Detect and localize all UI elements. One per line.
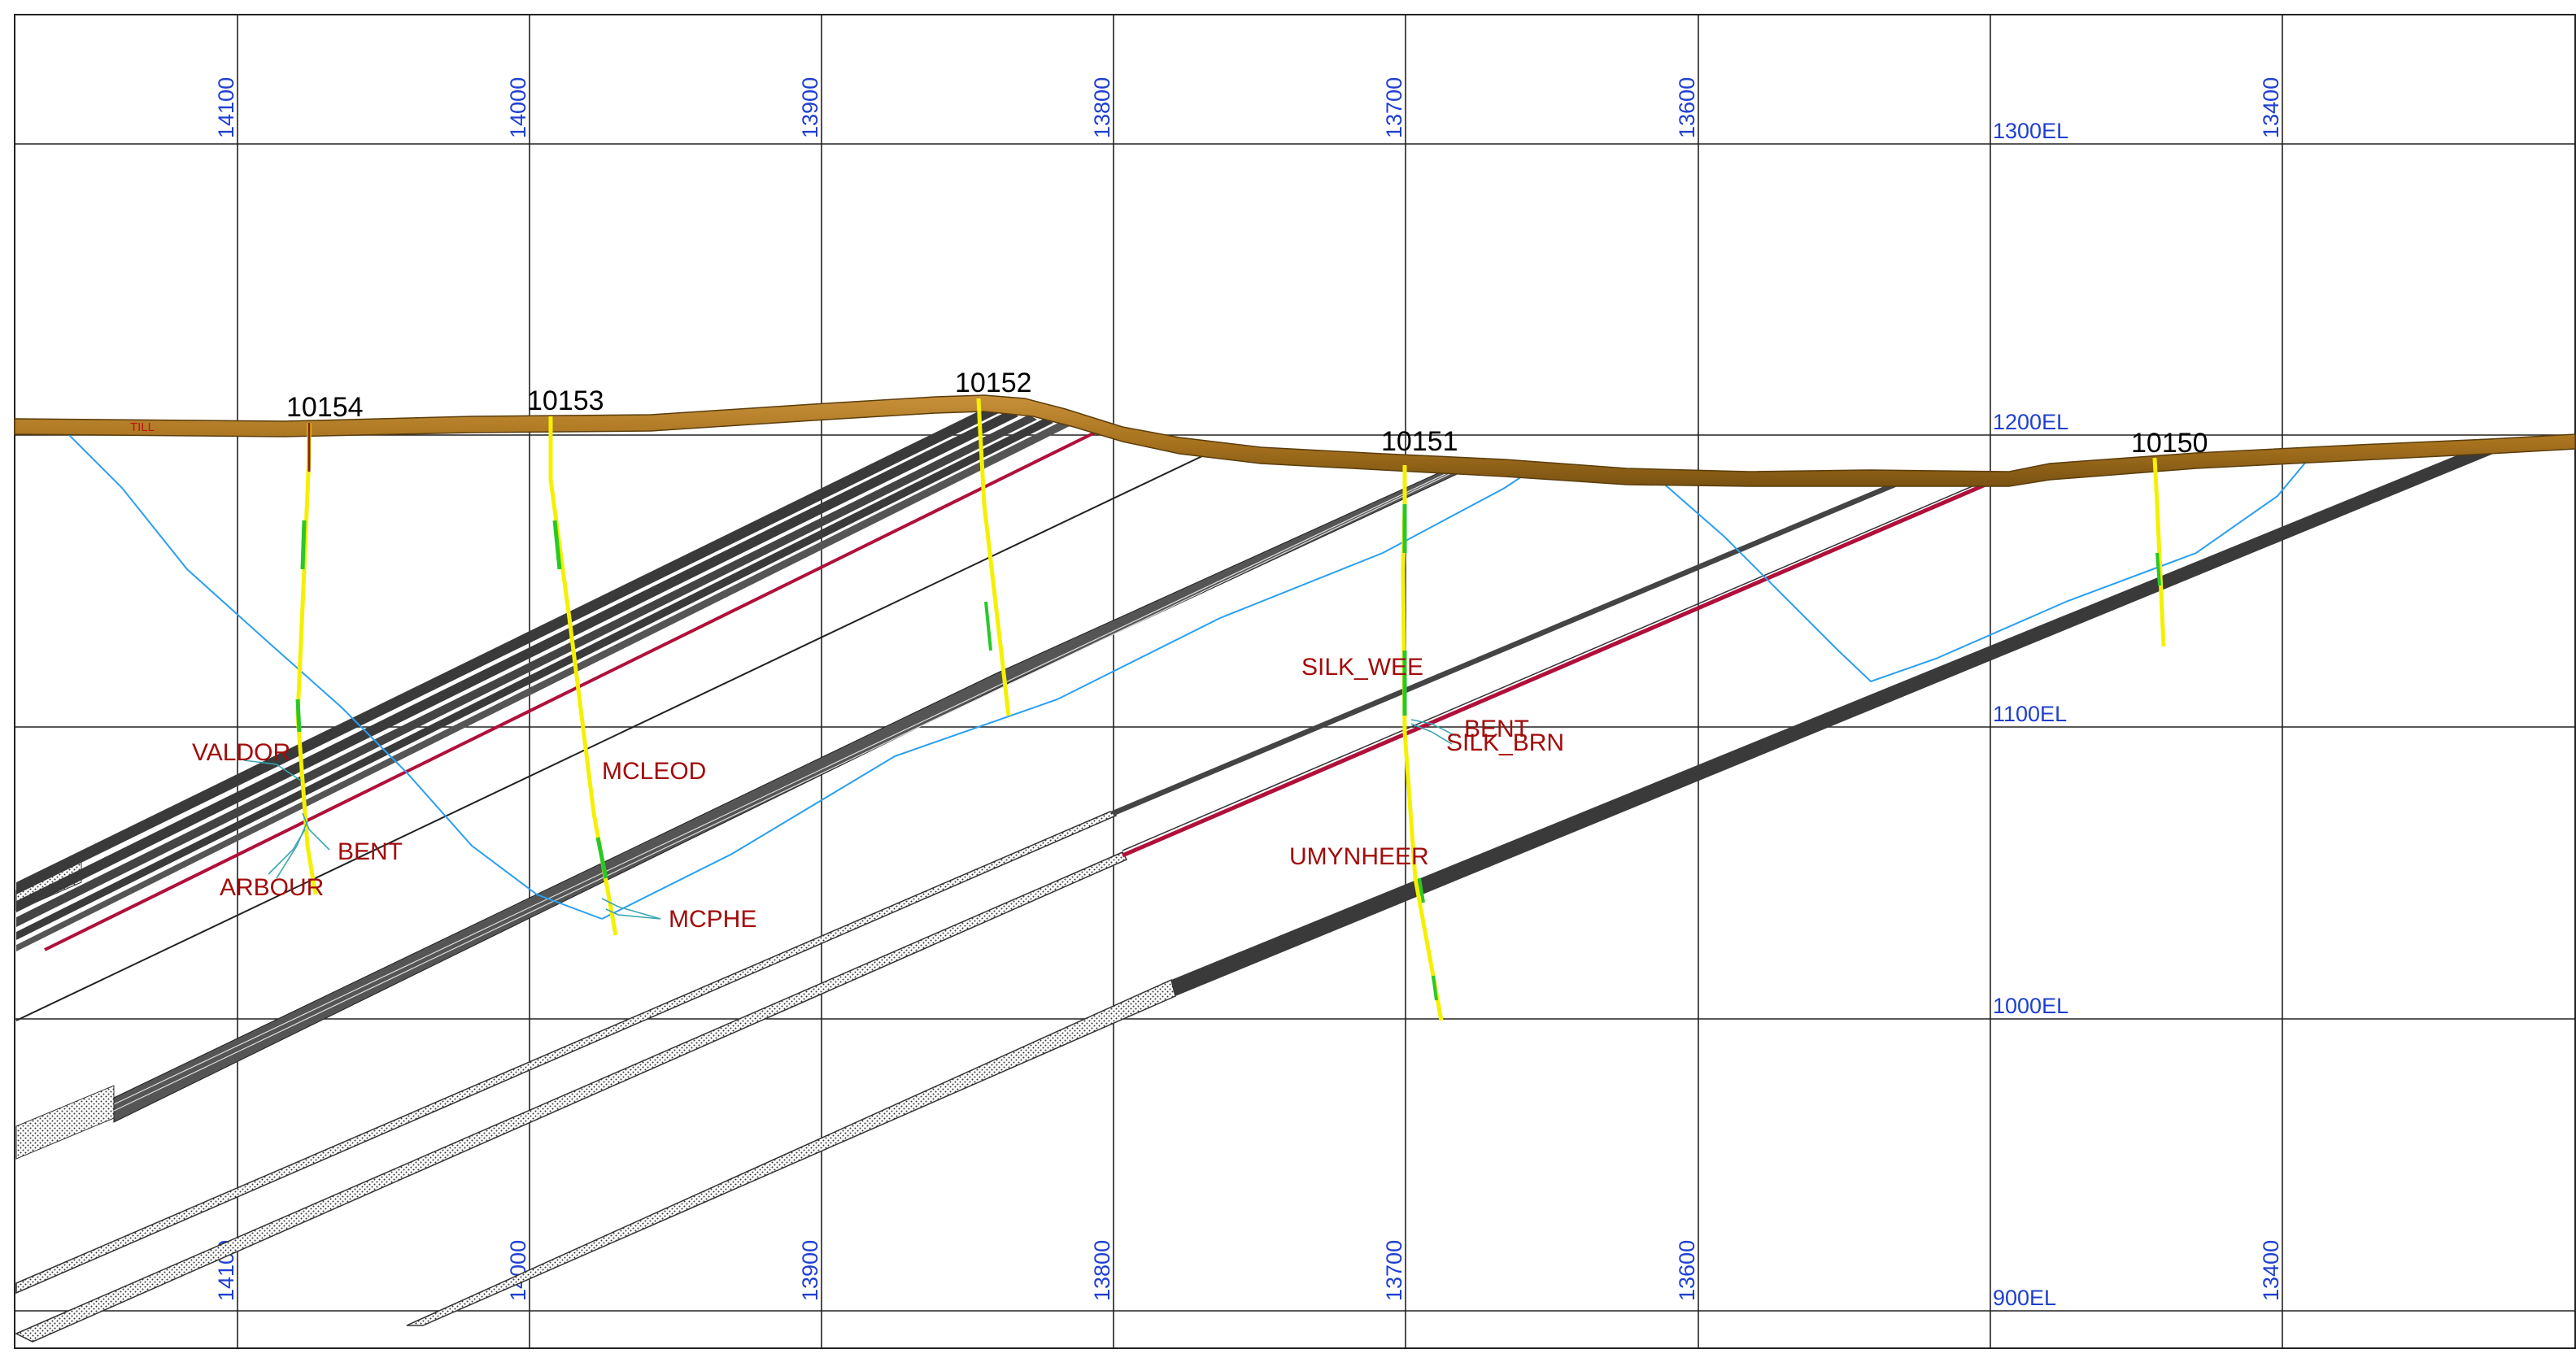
stippled-zone (15, 1085, 115, 1160)
elevation-label: 1000EL (1993, 994, 2068, 1018)
unit-label-silk-brn: SILK_BRN (1446, 729, 1564, 756)
northing-label: 13700 (1382, 1240, 1406, 1301)
stippled-zone (15, 811, 1118, 1295)
unit-label-mcphe: MCPHE (669, 906, 756, 933)
till-label: TILL (130, 420, 155, 434)
northing-label: 13700 (1382, 77, 1406, 138)
vein-band (16, 407, 999, 894)
leader-lines (243, 719, 1457, 920)
section-frame (14, 14, 2576, 1349)
unit-label-valdor: VALDOR (192, 739, 290, 766)
contact-line (56, 422, 603, 920)
drillhole-trace (1401, 465, 1444, 1021)
drillhole-id: 10150 (2131, 428, 2208, 459)
unit-label-silk-wee: SILK_WEE (1301, 654, 1423, 681)
drillhole-traces (295, 398, 2166, 1021)
drillhole-id: 10151 (1381, 426, 1458, 457)
stippled-zone (406, 978, 1176, 1326)
elevation-label: 1200EL (1993, 410, 2068, 434)
northing-label: 13800 (1090, 77, 1114, 138)
unit-label-bent: BENT (1464, 716, 1529, 742)
northing-label: 13600 (1675, 1240, 1699, 1301)
drillhole-ids: 10154 10153 10152 10151 10150 (286, 368, 2208, 459)
unit-labels: VALDOR BENT ARBOUR MCLEOD MCPHE SILK_WEE… (192, 654, 1564, 933)
unit-label-mcleod: MCLEOD (602, 758, 706, 785)
drillhole-id: 10152 (955, 368, 1032, 398)
vein-band (16, 411, 1018, 912)
northing-label: 14100 (214, 77, 238, 138)
drillhole-trace (2152, 457, 2166, 647)
elevation-label: 1300EL (1993, 119, 2068, 143)
vein-band (16, 415, 1037, 927)
vein-band (1110, 478, 1913, 816)
unit-label-umynheer: UMYNHEER (1289, 843, 1429, 870)
till-layer (14, 394, 2576, 487)
northing-label: 13400 (2259, 1240, 2283, 1301)
northing-label: 13800 (1090, 1240, 1114, 1301)
drillhole-trace (976, 398, 1011, 716)
northing-labels-bottom: 14100 14000 13900 13800 13700 13600 1340… (214, 1240, 2283, 1301)
unit-label-bent: BENT (338, 838, 403, 865)
northing-label: 13400 (2259, 77, 2283, 138)
elevation-label: 900EL (1993, 1286, 2056, 1310)
northing-label: 14000 (506, 1240, 530, 1301)
elevation-label: 1100EL (1993, 702, 2067, 726)
contact-lines (56, 422, 2307, 920)
northing-label: 14000 (506, 77, 530, 138)
vein-band-red (44, 429, 1099, 951)
thin-fault (15, 455, 1205, 1021)
stippled-zone (15, 851, 1128, 1343)
contact-line (601, 471, 1530, 920)
drillhole-id: 10154 (286, 392, 364, 423)
vein-band (16, 418, 1053, 940)
northing-labels-top: 14100 14000 13900 13800 13700 13600 1340… (214, 77, 2283, 138)
projected-vein-extents (15, 811, 1176, 1343)
unit-label-arbour: ARBOUR (220, 874, 324, 901)
vein-band (1171, 449, 2505, 996)
vein-band-red (1122, 477, 1998, 858)
elevation-labels: 1300EL 1200EL 1100EL 1000EL 900EL (1993, 119, 2068, 1310)
grid-lines (15, 15, 2575, 1348)
northing-label: 13900 (798, 77, 822, 138)
drillhole-id: 10153 (527, 385, 604, 416)
contact-line (1658, 461, 2307, 683)
northing-label: 13600 (1675, 77, 1699, 138)
vein-band (16, 421, 1070, 951)
northing-label: 13900 (798, 1240, 822, 1301)
vein-bands (15, 407, 2505, 1123)
